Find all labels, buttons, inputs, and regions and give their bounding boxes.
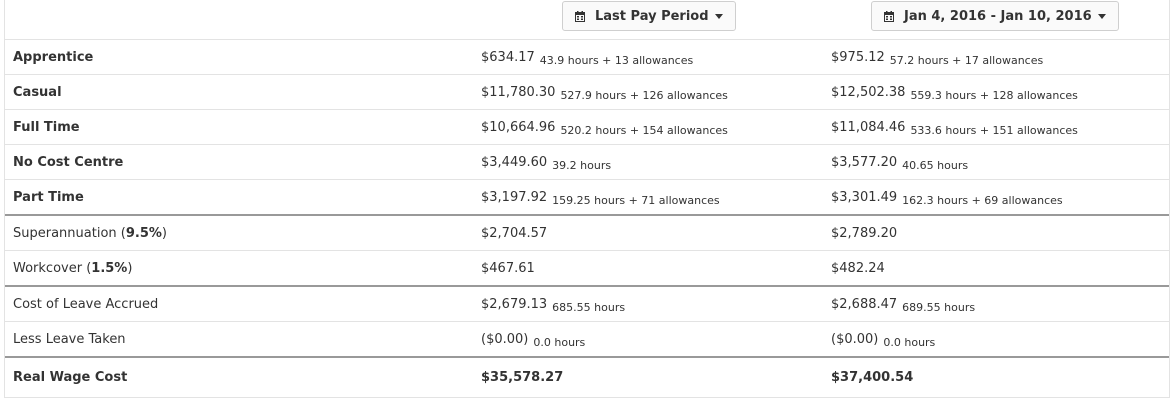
- row-label: Less Leave Taken: [13, 331, 126, 347]
- detail: 685.55 hours: [552, 300, 626, 314]
- amount: $467.61: [481, 260, 535, 276]
- row-label: Cost of Leave Accrued: [13, 296, 159, 312]
- row-label: No Cost Centre: [13, 154, 124, 170]
- pay-period-dropdown[interactable]: Last Pay Period: [562, 1, 736, 31]
- rate: 1.5%: [91, 260, 128, 276]
- date-range-label: Jan 4, 2016 - Jan 10, 2016: [904, 8, 1092, 24]
- detail: 527.9 hours + 126 allowances: [560, 88, 728, 102]
- detail: 162.3 hours + 69 allowances: [902, 193, 1063, 207]
- amount: $10,664.96: [481, 119, 556, 135]
- leave-accrued-row: Cost of Leave Accrued $2,679.13 685.55 ho…: [5, 287, 1169, 322]
- detail: 533.6 hours + 151 allowances: [910, 123, 1078, 137]
- detail: 0.0 hours: [533, 335, 586, 349]
- row-label: Workcover (1.5%): [13, 260, 133, 276]
- amount: $634.17: [481, 49, 535, 65]
- chevron-down-icon: [714, 13, 723, 19]
- table-header: Last Pay Period Jan 4, 2016 - Jan 10, 20…: [5, 0, 1169, 40]
- calendar-icon: [575, 10, 585, 22]
- amount: $2,704.57: [481, 225, 548, 241]
- leave-taken-row: Less Leave Taken ($0.00) 0.0 hours ($0.00…: [5, 322, 1169, 358]
- amount: $482.24: [831, 260, 885, 276]
- amount: $11,780.30: [481, 84, 556, 100]
- detail: 40.65 hours: [902, 158, 969, 172]
- amount: $3,301.49: [831, 189, 898, 205]
- amount: $12,502.38: [831, 84, 906, 100]
- amount: $2,688.47: [831, 296, 898, 312]
- date-range-dropdown[interactable]: Jan 4, 2016 - Jan 10, 2016: [871, 1, 1119, 31]
- row-label: Real Wage Cost: [13, 369, 128, 385]
- workcover-row: Workcover (1.5%) $467.61 $482.24: [5, 251, 1169, 287]
- row-label: Apprentice: [13, 49, 94, 65]
- amount: ($0.00): [481, 331, 529, 347]
- detail: 57.2 hours + 17 allowances: [889, 53, 1044, 67]
- row-label: Full Time: [13, 119, 80, 135]
- total-amount: $37,400.54: [831, 369, 914, 385]
- row-label: Casual: [13, 84, 62, 100]
- table-row: Full Time $10,664.96 520.2 hours + 154 al…: [5, 110, 1169, 145]
- amount: ($0.00): [831, 331, 879, 347]
- rate: 9.5%: [125, 225, 162, 241]
- row-label: Part Time: [13, 189, 84, 205]
- row-label: Superannuation (9.5%): [13, 225, 167, 241]
- table-row: Apprentice $634.17 43.9 hours + 13 allowa…: [5, 40, 1169, 75]
- total-amount: $35,578.27: [481, 369, 564, 385]
- superannuation-row: Superannuation (9.5%) $2,704.57 $2,789.2…: [5, 216, 1169, 251]
- detail: 159.25 hours + 71 allowances: [552, 193, 720, 207]
- chevron-down-icon: [1097, 13, 1106, 19]
- detail: 39.2 hours: [552, 158, 612, 172]
- pay-period-label: Last Pay Period: [595, 8, 709, 24]
- table-row: No Cost Centre $3,449.60 39.2 hours $3,57…: [5, 145, 1169, 180]
- amount: $2,789.20: [831, 225, 898, 241]
- amount: $2,679.13: [481, 296, 548, 312]
- detail: 559.3 hours + 128 allowances: [910, 88, 1078, 102]
- wage-cost-table: Last Pay Period Jan 4, 2016 - Jan 10, 20…: [4, 0, 1170, 398]
- detail: 43.9 hours + 13 allowances: [539, 53, 694, 67]
- amount: $975.12: [831, 49, 885, 65]
- detail: 689.55 hours: [902, 300, 976, 314]
- table-row: Part Time $3,197.92 159.25 hours + 71 all…: [5, 180, 1169, 216]
- detail: 0.0 hours: [883, 335, 936, 349]
- table-row: Casual $11,780.30 527.9 hours + 126 allow…: [5, 75, 1169, 110]
- amount: $3,449.60: [481, 154, 548, 170]
- calendar-icon: [884, 10, 894, 22]
- amount: $3,197.92: [481, 189, 548, 205]
- detail: 520.2 hours + 154 allowances: [560, 123, 728, 137]
- amount: $11,084.46: [831, 119, 906, 135]
- amount: $3,577.20: [831, 154, 898, 170]
- total-row: Real Wage Cost $35,578.27 $37,400.54: [5, 358, 1169, 396]
